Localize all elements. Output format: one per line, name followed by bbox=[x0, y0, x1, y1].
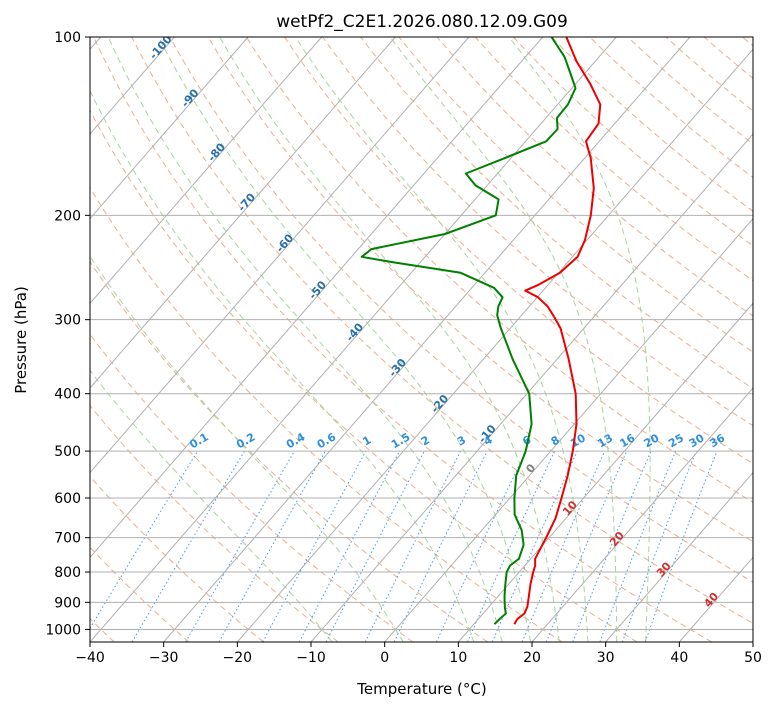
x-tick-label: 0 bbox=[380, 650, 389, 666]
dry-adiabat-line bbox=[93, 37, 712, 642]
dry-adiabat-line bbox=[131, 37, 753, 624]
mixing-ratio-line bbox=[218, 450, 326, 642]
dry-adiabat-line bbox=[398, 37, 753, 353]
mixing-ratio-line bbox=[262, 450, 367, 642]
y-tick-label: 400 bbox=[54, 387, 81, 403]
dry-adiabat-line bbox=[169, 37, 753, 583]
chart-title: wetPf2_C2E1.2026.080.12.09.G09 bbox=[276, 12, 568, 32]
moist-adiabat-line bbox=[107, 37, 503, 642]
profile-series bbox=[360, 37, 602, 625]
y-tick-label: 700 bbox=[54, 531, 81, 547]
y-tick-label: 1000 bbox=[45, 622, 81, 638]
mixing-ratio-line bbox=[644, 450, 718, 642]
mixing-ratio-line bbox=[521, 450, 606, 642]
axis-ticks: −40 −30 −20 −10 0 10 20 30 40 50 1000 900 800 700 600 5… bbox=[45, 30, 762, 666]
isobars bbox=[90, 37, 753, 630]
dry-adiabat-line bbox=[436, 37, 753, 317]
isotherm-line bbox=[457, 302, 753, 642]
temperature-profile-line bbox=[513, 37, 602, 625]
x-tick-label: −20 bbox=[223, 650, 253, 666]
x-tick-label: −30 bbox=[149, 650, 179, 666]
y-axis-label: Pressure (hPa) bbox=[12, 286, 30, 394]
isotherm-line bbox=[236, 48, 753, 642]
y-tick-label: 900 bbox=[54, 595, 81, 611]
isotherm-line bbox=[90, 37, 544, 559]
x-axis-label: Temperature (°C) bbox=[356, 680, 486, 698]
moist-adiabat-line bbox=[90, 89, 475, 642]
moist-adiabat-line bbox=[90, 369, 333, 642]
dewpoint-profile-line bbox=[360, 37, 577, 625]
x-tick-label: 50 bbox=[744, 650, 762, 666]
mixing-ratio-line bbox=[545, 450, 628, 642]
isotherm-line bbox=[384, 217, 753, 642]
isotherm-line bbox=[531, 387, 753, 642]
moist-adiabat-line bbox=[508, 37, 651, 642]
isotherm-line bbox=[605, 471, 753, 642]
isotherm-line bbox=[90, 37, 617, 642]
dry-adiabat-line bbox=[245, 37, 753, 503]
dry-adiabat-line bbox=[90, 404, 339, 642]
mixing-ratio-line bbox=[298, 450, 401, 642]
isotherm-line bbox=[310, 133, 753, 642]
x-tick-label: 40 bbox=[670, 650, 688, 666]
y-tick-label: 200 bbox=[54, 208, 81, 224]
mixing-ratio-line bbox=[572, 450, 652, 642]
x-tick-label: 20 bbox=[523, 650, 541, 666]
plot-area: -100-90-80-70-60-50-40-30-20-10010203040… bbox=[90, 37, 753, 642]
dry-adiabats bbox=[90, 37, 753, 642]
y-tick-label: 800 bbox=[54, 565, 81, 581]
isotherm-line bbox=[90, 37, 470, 474]
dry-adiabat-line bbox=[90, 186, 563, 642]
plot-frame bbox=[89, 36, 754, 643]
mixing-ratio-line bbox=[90, 450, 199, 630]
y-tick-label: 500 bbox=[54, 444, 81, 460]
x-tick-label: −10 bbox=[296, 650, 326, 666]
y-tick-label: 300 bbox=[54, 313, 81, 329]
mixing-ratio-line bbox=[599, 450, 677, 642]
x-tick-label: −40 bbox=[75, 650, 105, 666]
dry-adiabat-line bbox=[90, 109, 638, 642]
mixing-ratio-line bbox=[621, 450, 697, 642]
x-tick-label: 30 bbox=[597, 650, 615, 666]
isotherm-line bbox=[90, 37, 249, 220]
isotherms bbox=[90, 37, 753, 642]
dry-adiabat-line bbox=[90, 475, 264, 642]
x-tick-label: 10 bbox=[449, 650, 467, 666]
isotherm-line bbox=[90, 37, 396, 389]
isotherm-line bbox=[163, 37, 691, 642]
y-tick-label: 600 bbox=[54, 491, 81, 507]
y-tick-label: 100 bbox=[54, 30, 81, 46]
mixing-ratio-line bbox=[364, 450, 462, 642]
moist-adiabat-line bbox=[158, 37, 532, 642]
isotherm-line bbox=[90, 37, 323, 305]
moist-adiabat-line bbox=[294, 37, 589, 642]
dry-adiabat-line bbox=[90, 260, 488, 642]
dry-adiabat-line bbox=[90, 546, 190, 642]
